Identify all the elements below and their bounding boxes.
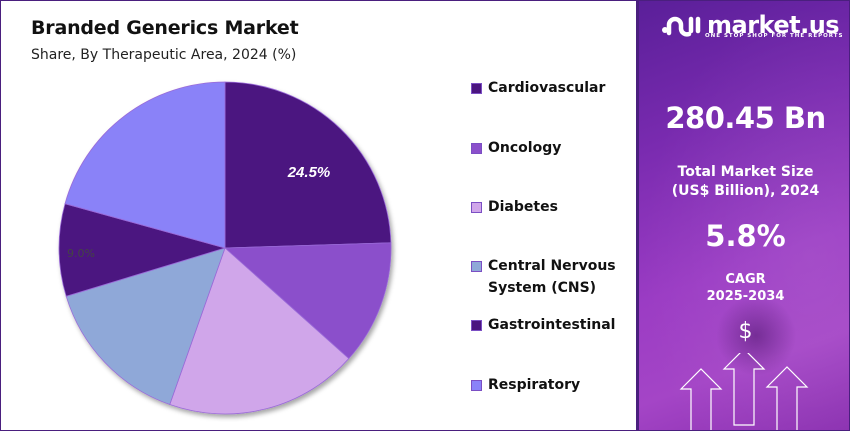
- legend-label: Diabetes: [488, 199, 558, 215]
- legend-swatch: [471, 380, 482, 391]
- legend-swatch: [471, 202, 482, 213]
- brand-logo[interactable]: market.us: [661, 11, 840, 39]
- market-size-label: Total Market Size (US$ Billion), 2024: [639, 163, 849, 201]
- slice-label-cardiovascular: 24.5%: [287, 164, 331, 181]
- pie-slices: [58, 81, 392, 415]
- growth-arrows-icon: [679, 353, 809, 430]
- market-size-label-line2: (US$ Billion), 2024: [671, 183, 820, 199]
- legend-label-line2: System (CNS): [488, 280, 597, 296]
- market-us-logo-icon: [662, 16, 701, 37]
- brand-name: market.us: [707, 11, 840, 39]
- dollar-icon: $: [738, 319, 753, 344]
- pie-slice-cardiovascular: [224, 81, 392, 249]
- market-size-label-line1: Total Market Size: [677, 164, 814, 180]
- pie-chart: 24.5% 9.0%: [58, 81, 392, 415]
- legend-swatch: [471, 143, 482, 154]
- cagr-value: 5.8%: [705, 219, 786, 253]
- legend-label: Central Nervous System (CNS): [488, 255, 616, 299]
- legend-swatch: [471, 261, 482, 272]
- legend-item-respiratory: Respiratory: [471, 374, 580, 396]
- legend-swatch: [471, 320, 482, 331]
- legend-item-oncology: Oncology: [471, 137, 561, 159]
- market-size-value: 280.45 Bn: [665, 101, 826, 135]
- legend-label: Oncology: [488, 140, 562, 156]
- stats-panel: market.us ONE STOP SHOP FOR THE REPORTS …: [636, 1, 849, 430]
- pie-slice-respiratory: [64, 81, 226, 249]
- chart-subtitle: Share, By Therapeutic Area, 2024 (%): [31, 47, 297, 63]
- legend-item-gastrointestinal: Gastrointestinal: [471, 314, 615, 336]
- slice-label-gastrointestinal: 9.0%: [67, 247, 95, 260]
- pie-slice-central-nervous-system-cns: [65, 247, 226, 406]
- pie-slice-gastrointestinal: [58, 203, 227, 297]
- brand-tagline: ONE STOP SHOP FOR THE REPORTS: [705, 33, 844, 39]
- legend-item-cardiovascular: Cardiovascular: [471, 77, 605, 99]
- chart-title: Branded Generics Market: [31, 17, 299, 39]
- panel-background: [639, 1, 849, 430]
- cagr-label-line2: 2025-2034: [706, 289, 785, 304]
- legend-item-diabetes: Diabetes: [471, 196, 558, 218]
- legend-label: Cardiovascular: [488, 80, 606, 96]
- pie-slice-oncology: [223, 242, 392, 360]
- pie-slice-diabetes: [169, 247, 350, 415]
- legend: Cardiovascular Oncology Diabetes Central…: [471, 1, 636, 430]
- cagr-label-line1: CAGR: [725, 272, 766, 287]
- legend-label: Gastrointestinal: [488, 317, 616, 333]
- legend-item-cns: Central Nervous System (CNS): [471, 255, 616, 299]
- legend-swatch: [471, 83, 482, 94]
- legend-label-line1: Central Nervous: [488, 258, 616, 274]
- legend-label: Respiratory: [488, 377, 581, 393]
- cagr-label: CAGR 2025-2034: [639, 271, 849, 305]
